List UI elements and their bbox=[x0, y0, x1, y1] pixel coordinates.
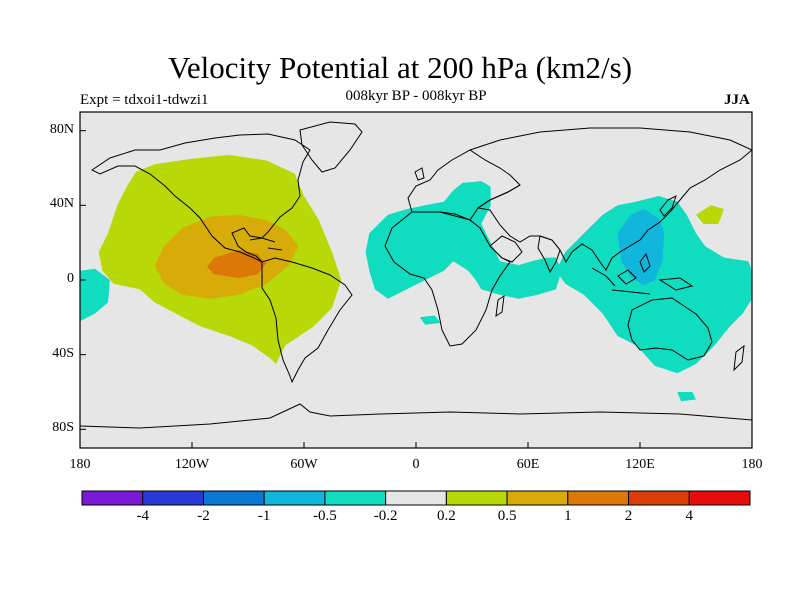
lat-tick-label: 40S bbox=[52, 345, 74, 361]
axis-ticks bbox=[79, 130, 753, 448]
coastline-japan bbox=[659, 195, 677, 217]
lon-tick-label: 180 bbox=[741, 457, 763, 472]
colorbar-level-label: 1 bbox=[564, 508, 572, 524]
coastline-new-zealand bbox=[733, 344, 745, 372]
lon-tick-label: 60E bbox=[516, 457, 540, 472]
field-pacific-west-positive bbox=[696, 205, 724, 224]
colorbar-swatch bbox=[506, 490, 569, 506]
coastline-arabia bbox=[489, 235, 523, 263]
colorbar-level-label: 2 bbox=[624, 508, 633, 524]
colorbar-swatch bbox=[202, 490, 265, 506]
coastline-caribbean bbox=[249, 237, 283, 251]
lat-tick-label: 80N bbox=[49, 121, 74, 137]
coastline-britain bbox=[414, 167, 425, 181]
lon-tick-label: 180 bbox=[69, 457, 91, 472]
field-south-patch-2 bbox=[677, 392, 696, 402]
colorbar-level-label: -0.2 bbox=[373, 508, 398, 524]
lon-tick-label: 60W bbox=[290, 457, 318, 472]
field-indonesia-negative-core bbox=[617, 209, 665, 286]
field-south-patch-1 bbox=[419, 315, 441, 325]
experiment-label: Expt = tdxoi1-tdwzi1 bbox=[80, 92, 209, 108]
colorbar-swatch bbox=[688, 490, 751, 506]
colorbar-level-label: 4 bbox=[685, 508, 694, 524]
colorbar bbox=[81, 490, 751, 506]
lat-tick-label: 40N bbox=[49, 196, 74, 212]
colorbar-swatch bbox=[567, 490, 630, 506]
colorbar-swatch bbox=[628, 490, 690, 506]
lat-tick-label: 0 bbox=[67, 271, 74, 286]
season-label: JJA bbox=[724, 92, 750, 108]
field-indonesia-negative bbox=[556, 196, 752, 374]
colorbar-swatch bbox=[324, 490, 387, 506]
coastline-indonesia bbox=[591, 252, 694, 295]
coastlines bbox=[80, 121, 752, 429]
coastline-australia bbox=[627, 297, 713, 361]
chart-title: Velocity Potential at 200 hPa (km2/s) bbox=[167, 50, 633, 85]
colorbar-swatch bbox=[385, 490, 447, 506]
lon-tick-label: 120W bbox=[174, 457, 210, 472]
field-pacific-east-negative bbox=[80, 268, 110, 322]
coastline-india bbox=[537, 235, 561, 274]
colorbar-swatch bbox=[445, 490, 508, 506]
colorbar-level-label: -0.5 bbox=[313, 508, 337, 524]
colorbar-swatch bbox=[142, 490, 204, 506]
coastline-africa bbox=[384, 211, 511, 347]
lon-tick-label: 120E bbox=[625, 457, 655, 472]
colorbar-level-label: -1 bbox=[257, 508, 271, 524]
lon-tick-label: 0 bbox=[412, 457, 420, 472]
colorbar-swatch bbox=[81, 490, 144, 506]
field-africa-negative bbox=[365, 181, 562, 299]
coastline-madagascar bbox=[495, 294, 505, 318]
coastline-south-america bbox=[261, 257, 353, 384]
coastline-antarctica bbox=[80, 403, 752, 429]
colorbar-level-label: -4 bbox=[136, 508, 149, 524]
colorbar-swatch bbox=[263, 490, 326, 506]
chart-subtitle: 008kyr BP - 008kyr BP bbox=[345, 88, 487, 104]
coastline-asia bbox=[469, 127, 752, 271]
coastline-north-america bbox=[91, 133, 311, 263]
colorbar-level-label: 0.2 bbox=[436, 508, 456, 524]
colorbar-level-label: -2 bbox=[197, 508, 210, 524]
lat-tick-label: 80S bbox=[52, 420, 74, 436]
coastline-greenland bbox=[299, 121, 363, 173]
colorbar-level-label: 0.5 bbox=[497, 508, 517, 524]
